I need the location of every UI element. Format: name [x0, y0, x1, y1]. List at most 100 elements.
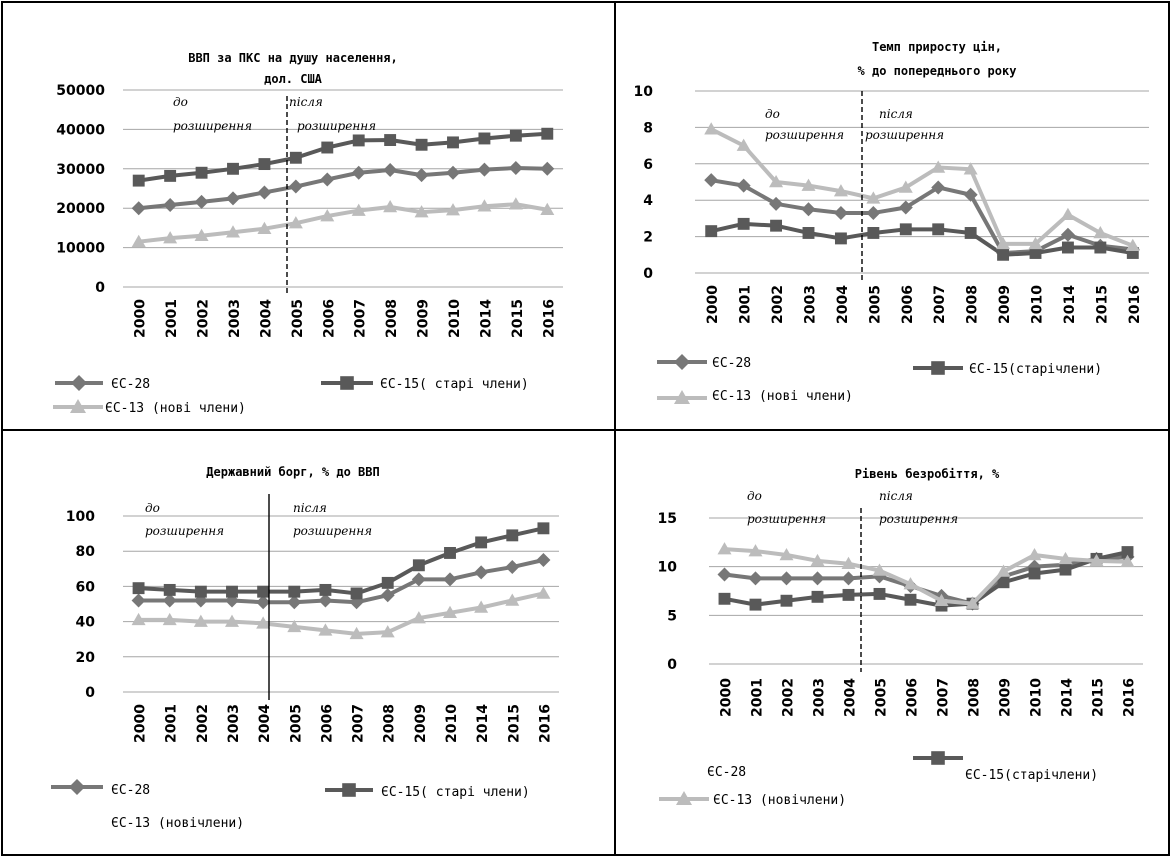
x-tick-label: 2010 — [1030, 285, 1046, 324]
data-point — [447, 136, 459, 149]
data-point — [380, 588, 395, 603]
legend-marker — [342, 783, 356, 797]
data-point — [833, 205, 848, 220]
series-line — [724, 547, 1128, 606]
legend-label: ЄС-13 (новічлени) — [713, 793, 846, 808]
vertical-divider — [614, 1, 616, 856]
data-point — [349, 595, 364, 610]
data-point — [1120, 554, 1135, 568]
chart-title-line: Темп приросту цін, — [872, 40, 1002, 54]
data-point — [1094, 241, 1107, 254]
data-point — [505, 593, 520, 606]
data-point — [872, 563, 887, 576]
y-tick-label: 30000 — [56, 162, 105, 178]
data-point — [1028, 236, 1043, 250]
x-tick-label: 2014 — [478, 299, 494, 338]
data-point — [319, 583, 332, 596]
chart-title-line: % до попереднього року — [858, 64, 1017, 78]
data-point — [540, 202, 555, 216]
data-point — [537, 522, 550, 535]
data-point — [351, 203, 366, 216]
data-point — [737, 217, 750, 230]
data-point — [163, 231, 178, 244]
data-point — [225, 614, 239, 627]
x-tick-label: 2010 — [444, 704, 460, 743]
data-point — [1121, 546, 1134, 559]
data-point — [194, 585, 207, 598]
data-point — [383, 200, 398, 213]
data-point — [256, 616, 271, 629]
legend-marker — [71, 375, 87, 391]
data-point — [802, 227, 815, 239]
y-tick-label: 0 — [667, 657, 677, 673]
data-point — [505, 560, 520, 575]
data-point — [811, 590, 824, 603]
x-tick-label: 2008 — [967, 678, 983, 717]
legend-label: ЄС-15( старі члени) — [380, 377, 529, 392]
y-tick-label: 4 — [643, 193, 653, 209]
x-tick-label: 2002 — [770, 285, 786, 324]
data-point — [225, 593, 239, 608]
x-tick-label: 2000 — [133, 299, 149, 338]
data-point — [931, 180, 946, 195]
data-point — [131, 593, 146, 608]
data-point — [841, 571, 856, 586]
data-point — [769, 196, 784, 211]
x-tick-label: 2006 — [905, 678, 921, 717]
chart-panel-unemployment: Рівень безробіття, % 0 5 10 15 2000 2001 2002 20… — [617, 432, 1168, 855]
annotation-before: до — [173, 95, 188, 109]
y-tick-label: 40000 — [56, 122, 105, 138]
legend-marker — [70, 399, 86, 413]
x-tick-label: 2009 — [997, 285, 1013, 324]
y-tick-label: 15 — [658, 511, 677, 527]
data-point — [1028, 567, 1041, 580]
data-point — [131, 234, 146, 247]
data-point — [769, 175, 784, 188]
data-point — [132, 174, 145, 187]
data-point — [748, 544, 763, 557]
data-point — [289, 151, 302, 164]
data-point — [226, 191, 240, 206]
x-tick-label: 2014 — [1060, 678, 1076, 717]
legend-label: ЄС-15(старічлени) — [965, 768, 1098, 783]
x-tick-label: 2016 — [537, 704, 553, 743]
data-point — [1027, 559, 1042, 574]
y-tick-label: 10000 — [56, 241, 105, 257]
y-tick-label: 10 — [658, 560, 678, 576]
data-point — [349, 626, 364, 640]
data-point — [164, 169, 177, 182]
data-point — [779, 571, 794, 586]
x-tick-label: 2005 — [290, 299, 306, 338]
legend-label: ЄС-28 — [111, 783, 150, 798]
annotation-after: розширення — [293, 524, 372, 538]
x-tick-label: 2005 — [288, 704, 304, 743]
y-tick-label: 20 — [76, 650, 96, 666]
legend-marker — [931, 751, 945, 765]
chart-title-line: дол. США — [264, 72, 323, 86]
data-point — [780, 594, 793, 607]
x-tick-label: 2002 — [781, 678, 797, 717]
data-point — [997, 576, 1010, 589]
data-point — [898, 180, 913, 193]
x-tick-label: 2010 — [447, 299, 463, 338]
data-point — [1125, 238, 1140, 251]
y-tick-label: 20000 — [56, 201, 105, 217]
data-point — [351, 165, 366, 180]
data-point — [257, 585, 270, 598]
chart-title-line: Рівень безробіття, % — [855, 467, 1000, 481]
data-point — [1059, 563, 1072, 576]
data-point — [801, 178, 816, 191]
data-point — [866, 191, 881, 204]
data-point — [770, 219, 783, 232]
data-point — [748, 571, 763, 586]
annotation-after: після — [879, 489, 913, 503]
data-point — [509, 129, 522, 142]
x-tick-label: 2004 — [835, 285, 851, 324]
data-point — [536, 553, 551, 567]
annotation-before: до — [765, 107, 780, 121]
x-tick-label: 2006 — [321, 299, 337, 338]
x-tick-label: 2009 — [416, 299, 432, 338]
legend-marker — [69, 779, 85, 795]
data-point — [536, 586, 551, 599]
data-point — [257, 221, 272, 234]
